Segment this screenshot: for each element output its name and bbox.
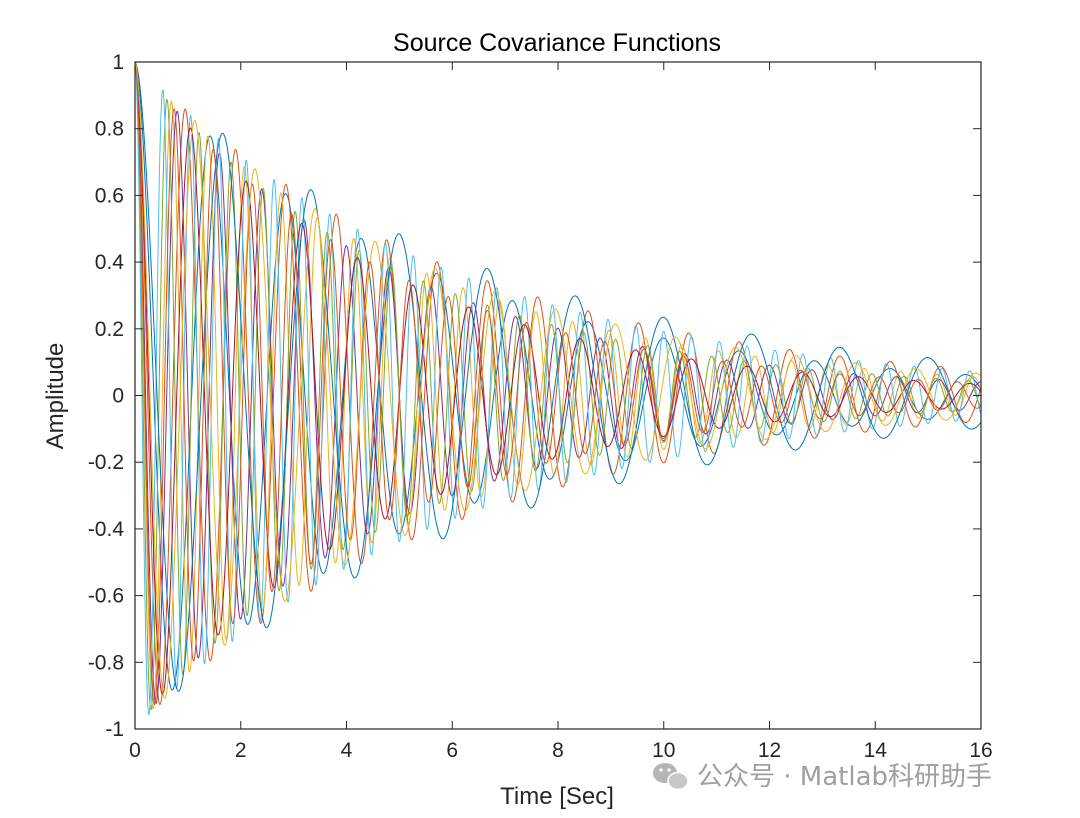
y-tick-label: -0.4 xyxy=(88,518,125,541)
x-tick-label: 10 xyxy=(652,739,675,762)
series-layer xyxy=(135,62,981,716)
y-tick-label: 1 xyxy=(112,51,124,74)
chart-title: Source Covariance Functions xyxy=(393,29,721,57)
series-line-8 xyxy=(135,62,981,692)
x-tick-label: 4 xyxy=(341,739,353,762)
x-tick-label: 0 xyxy=(129,739,141,762)
wechat-icon xyxy=(653,763,689,791)
y-tick-label: -0.8 xyxy=(88,651,124,674)
y-tick-label: -1 xyxy=(105,718,124,741)
series-line-9 xyxy=(135,62,981,706)
series-line-4 xyxy=(135,62,981,704)
watermark: 公众号 · Matlab科研助手 xyxy=(653,762,992,792)
x-axis-label: Time [Sec] xyxy=(500,783,614,810)
y-tick-label: 0.6 xyxy=(95,184,124,207)
y-tick-label: 0 xyxy=(112,385,124,408)
x-tick-label: 14 xyxy=(864,739,888,762)
x-tick-label: 16 xyxy=(969,739,992,762)
x-tick-label: 8 xyxy=(552,739,564,762)
watermark-text: 公众号 · Matlab科研助手 xyxy=(697,762,992,792)
axes-layer: 0 2 4 6 8 10 12 14 16 -1 -0.8 -0.6 -0.4 -0.2 0 0.2 0.4 0.… xyxy=(88,51,993,762)
y-axis-label: Amplitude xyxy=(42,343,69,450)
y-tick-label: 0.4 xyxy=(95,251,125,274)
x-tick-label: 2 xyxy=(235,739,247,762)
x-tick-label: 6 xyxy=(446,739,458,762)
series-line-3 xyxy=(135,62,981,710)
series-line-6 xyxy=(135,62,981,716)
series-line-10 xyxy=(135,62,981,699)
y-tick-label: -0.6 xyxy=(88,585,124,608)
series-line-2 xyxy=(135,62,981,706)
y-tick-label: -0.2 xyxy=(88,451,124,474)
x-tick-label: 12 xyxy=(758,739,781,762)
y-tick-label: 0.2 xyxy=(95,318,124,341)
y-tick-label: 0.8 xyxy=(95,118,124,141)
